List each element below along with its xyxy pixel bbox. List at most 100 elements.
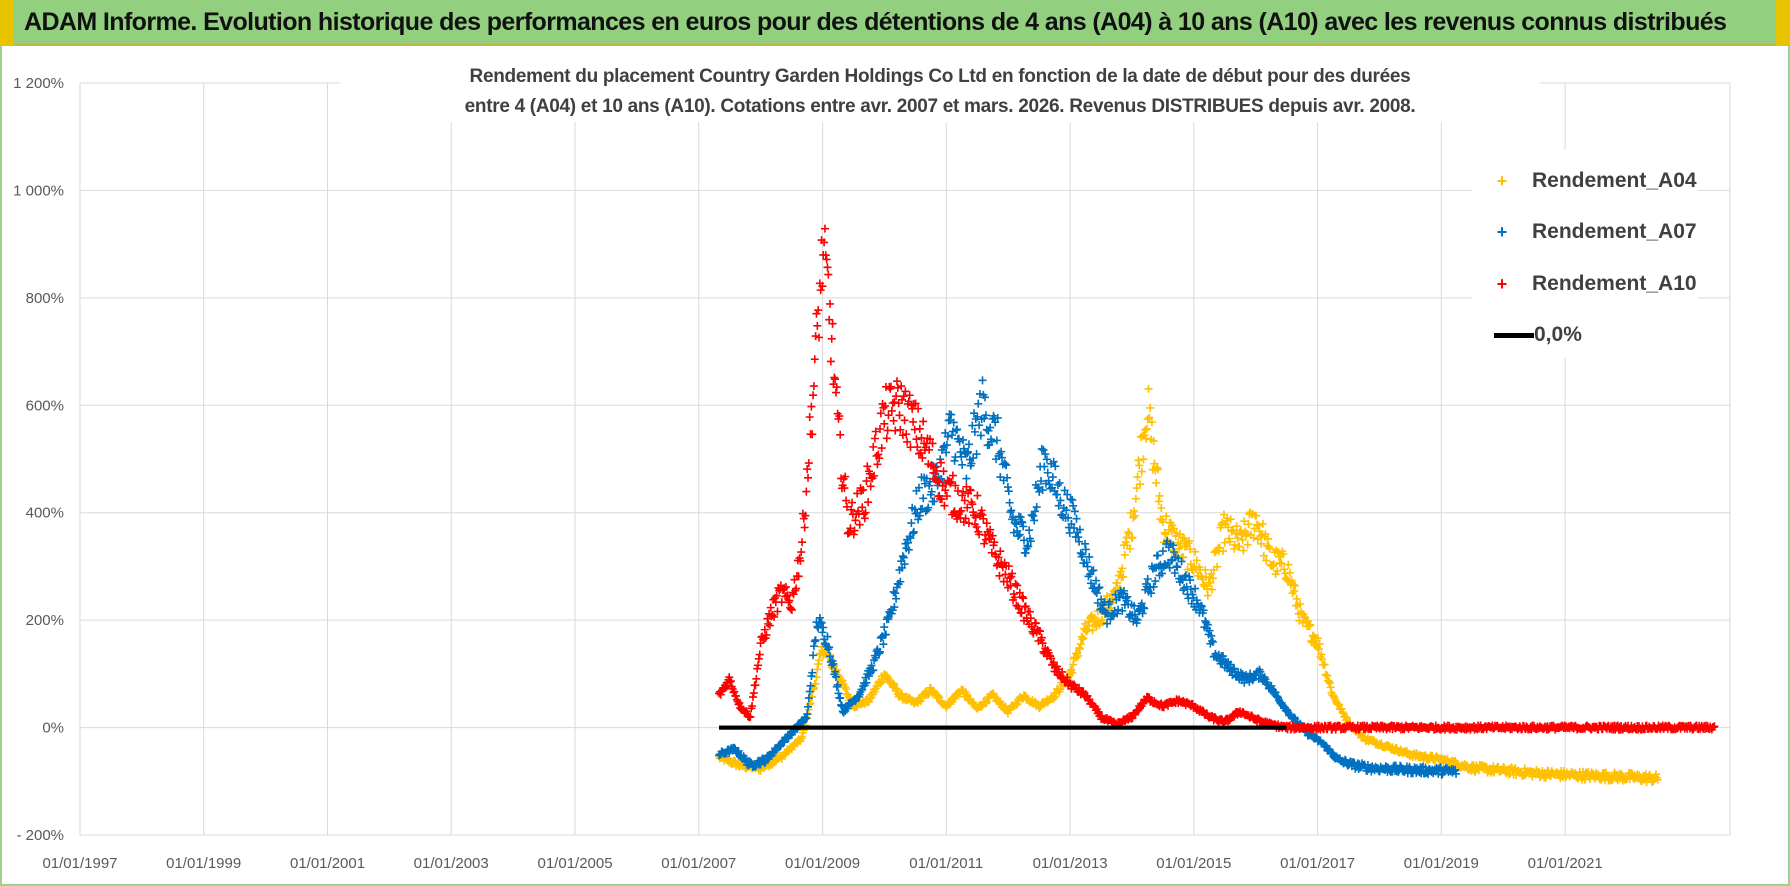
data-point [832,682,841,691]
data-point [1143,575,1152,584]
data-point [892,594,901,603]
data-point [1012,520,1021,529]
data-point [1085,621,1094,630]
data-point [1049,457,1058,466]
data-point [966,486,975,495]
data-point [1062,506,1071,515]
data-point [1136,480,1145,489]
data-point [1169,541,1178,550]
data-point [1026,537,1035,546]
data-point [988,531,997,540]
data-point [797,734,806,743]
data-point [1170,569,1179,578]
data-point [831,672,840,681]
data-point [1130,601,1139,610]
data-point [801,511,810,520]
data-point [1020,536,1029,545]
data-point [787,605,796,614]
data-point [947,410,956,419]
x-tick-label: 01/01/2009 [785,855,860,872]
data-point [1197,602,1206,611]
data-point [1016,513,1025,522]
data-point [876,633,885,642]
data-point [1068,496,1077,505]
data-point [994,553,1003,562]
data-point [1338,708,1347,717]
data-point [973,412,982,421]
data-point [1232,522,1241,531]
data-point [981,411,990,420]
data-point [978,376,987,385]
x-tick-label: 01/01/1997 [42,855,117,872]
data-point [1149,436,1158,445]
data-point [959,487,968,496]
data-point [1081,545,1090,554]
data-point [1143,415,1152,424]
data-point [1131,494,1140,503]
data-point [809,391,818,400]
data-point [1029,512,1038,521]
data-point [810,355,819,364]
data-point [1105,597,1114,606]
data-point [1038,639,1047,648]
data-point [749,689,758,698]
legend-item-zero: 0,0% [1472,320,1582,350]
data-point [915,424,924,433]
data-point [1072,514,1081,523]
data-point [980,539,989,548]
data-point [1326,747,1335,756]
chart-frame [0,46,1790,886]
data-point [1014,532,1023,541]
data-point [850,526,859,535]
data-point [930,497,939,506]
data-point [1041,450,1050,459]
data-point [829,659,838,668]
data-point [809,382,818,391]
data-point [1103,619,1112,628]
data-point [840,484,849,493]
data-point [968,421,977,430]
data-point [1158,569,1167,578]
data-point [1013,581,1022,590]
data-point [1243,540,1252,549]
data-point [1153,551,1162,560]
data-point [1205,626,1214,635]
data-point [1201,565,1210,574]
data-point [839,708,848,717]
data-point [1031,619,1040,628]
data-point [841,472,850,481]
data-point [928,439,937,448]
data-point [963,449,972,458]
data-point [1145,413,1154,422]
data-point [1114,605,1123,614]
data-point [776,742,785,751]
data-point [879,403,888,412]
data-point [978,510,987,519]
plus-marker-icon: + [1496,273,1508,294]
data-point [1203,620,1212,629]
data-point [903,538,912,547]
data-point [871,653,880,662]
data-point [910,425,919,434]
data-point [1317,650,1326,659]
data-point [1161,530,1170,539]
data-point [1313,634,1322,643]
data-point [1026,614,1035,623]
data-point [761,757,770,766]
legend-item-a04: + Rendement_A04 [1472,166,1697,196]
data-point [1246,669,1255,678]
data-point [785,596,794,605]
data-point [907,519,916,528]
data-point [1092,589,1101,598]
data-point [982,519,991,528]
data-point [896,425,905,434]
data-point [941,486,950,495]
data-point [1034,483,1043,492]
data-point [1186,576,1195,585]
data-point [1044,476,1053,485]
data-point [1036,476,1045,485]
data-point [1074,533,1083,542]
data-point [1152,478,1161,487]
data-point [935,693,944,702]
data-point [1014,604,1023,613]
